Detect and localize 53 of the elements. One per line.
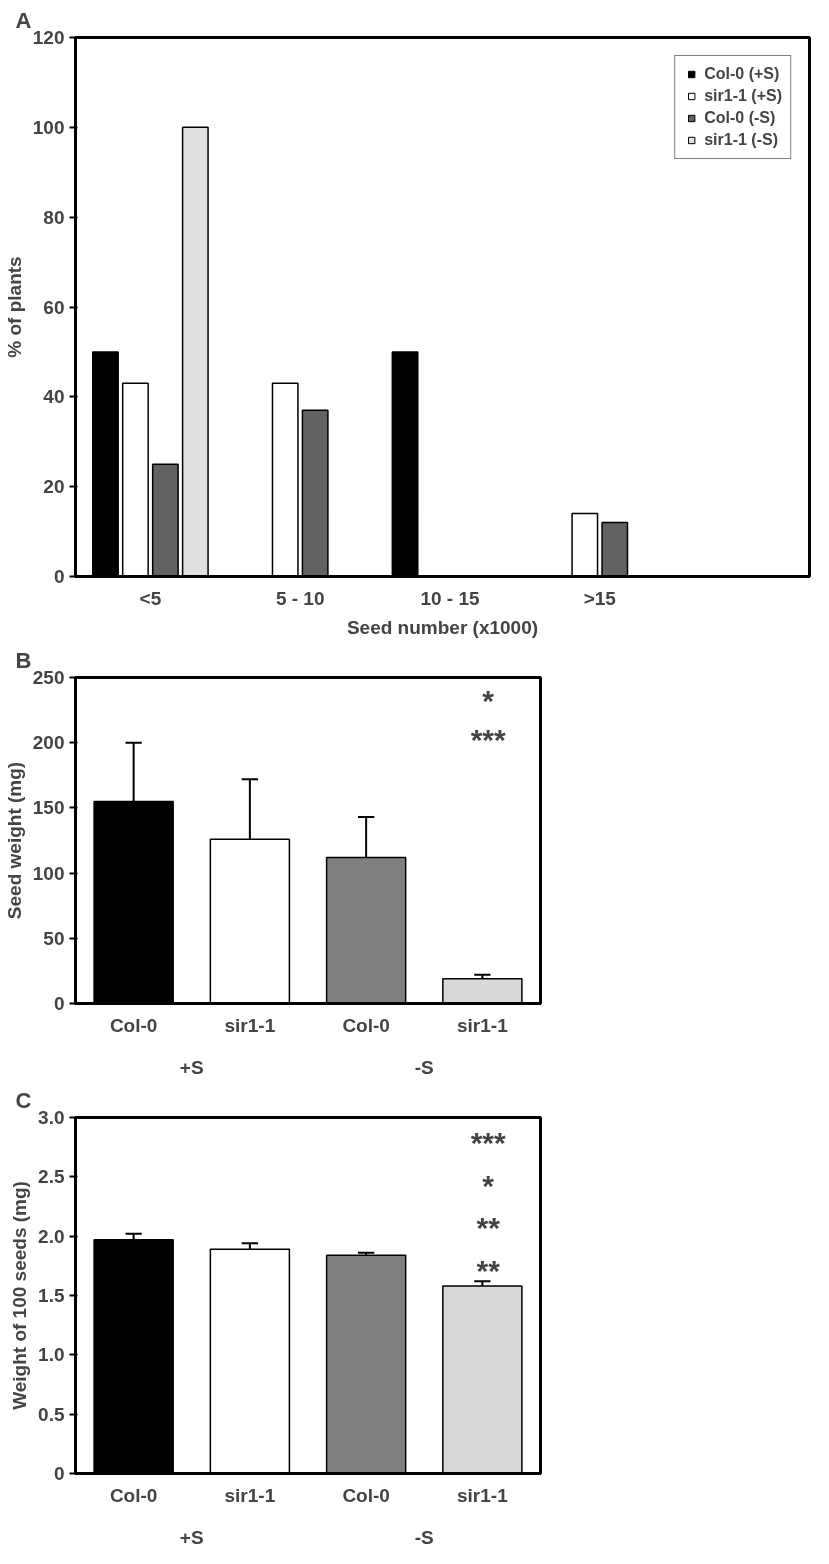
y-tick-label: 150 bbox=[32, 797, 65, 819]
x-tick-label: 10 - 15 bbox=[420, 587, 480, 609]
x-tick-label: <5 bbox=[139, 587, 162, 609]
y-tick-label: 250 bbox=[32, 667, 65, 688]
y-tick-label: 1.0 bbox=[38, 1344, 65, 1366]
x-axis-title: Seed number (x1000) bbox=[346, 616, 539, 638]
annotation: *** bbox=[470, 1125, 507, 1159]
legend-label: sir1-1 (+S) bbox=[704, 87, 782, 105]
text: -S bbox=[414, 1526, 434, 1548]
x-tick-label: sir1-1 bbox=[457, 1484, 509, 1506]
text: +S bbox=[179, 1526, 204, 1548]
y-tick-label: 200 bbox=[32, 732, 65, 754]
y-tick-label: 40 bbox=[43, 386, 65, 408]
x-tick-label: sir1-1 bbox=[457, 1014, 509, 1036]
y-tick-label: 100 bbox=[32, 116, 65, 138]
y-tick-label: 2.5 bbox=[38, 1166, 65, 1188]
text: +S bbox=[179, 1056, 204, 1078]
y-tick-label: 0.5 bbox=[38, 1403, 65, 1425]
y-axis-title: % of plants bbox=[3, 256, 25, 358]
y-tick-label: 3.0 bbox=[38, 1107, 65, 1128]
x-tick-label: sir1-1 bbox=[224, 1014, 276, 1036]
legend-label: Col-0 (-S) bbox=[704, 109, 776, 127]
y-tick-label: 0 bbox=[53, 566, 65, 587]
x-tick-label: 5 - 10 bbox=[275, 587, 325, 609]
y-tick-label: 80 bbox=[43, 206, 65, 228]
annotation: *** bbox=[470, 722, 507, 756]
y-tick-label: 0 bbox=[53, 1463, 65, 1484]
y-axis-title: Seed weight (mg) bbox=[3, 761, 25, 920]
y-tick-label: 50 bbox=[43, 927, 65, 949]
annotation: * bbox=[482, 1168, 495, 1202]
x-tick-label: Col-0 bbox=[342, 1014, 390, 1036]
x-tick-label: Col-0 bbox=[342, 1484, 390, 1506]
annotation: ** bbox=[476, 1211, 501, 1245]
chart-title: B bbox=[15, 647, 32, 673]
y-tick-label: 0 bbox=[53, 993, 65, 1014]
y-axis-title: Weight of 100 seeds (mg) bbox=[9, 1181, 31, 1410]
chart-title: A bbox=[15, 7, 32, 33]
x-tick-label: Col-0 bbox=[109, 1014, 158, 1036]
legend-label: Col-0 (+S) bbox=[704, 65, 780, 83]
annotation: * bbox=[482, 683, 495, 717]
y-tick-label: 20 bbox=[43, 476, 65, 498]
y-tick-label: 100 bbox=[32, 862, 65, 884]
annotation: ** bbox=[476, 1254, 501, 1288]
legend-label: sir1-1 (-S) bbox=[704, 131, 778, 149]
x-tick-label: Col-0 bbox=[109, 1484, 158, 1506]
y-tick-label: 1.5 bbox=[38, 1285, 65, 1306]
chart-title: C bbox=[15, 1087, 32, 1113]
y-tick-label: 60 bbox=[43, 296, 65, 318]
y-tick-label: 2.0 bbox=[38, 1225, 65, 1247]
x-tick-label: >15 bbox=[583, 587, 617, 609]
x-tick-label: sir1-1 bbox=[224, 1484, 276, 1506]
y-tick-label: 120 bbox=[32, 27, 65, 48]
text: -S bbox=[414, 1056, 434, 1078]
